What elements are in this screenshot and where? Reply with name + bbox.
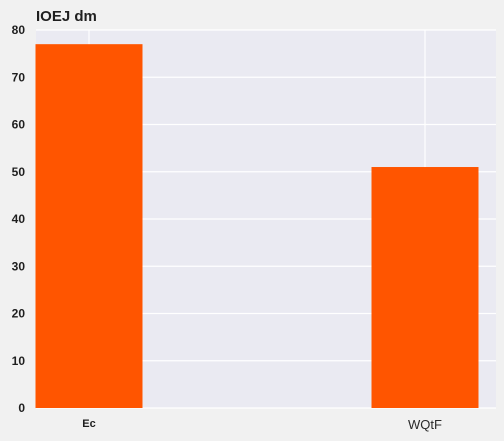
y-tick-label: 70 <box>12 70 26 84</box>
x-tick-label-ec: Ec <box>82 418 95 430</box>
y-tick-label: 40 <box>12 212 26 226</box>
bar-wqtf <box>371 167 479 408</box>
y-tick-label: 30 <box>12 259 26 273</box>
y-tick-label: 80 <box>12 23 26 37</box>
y-tick-label: 0 <box>18 401 25 415</box>
y-tick-label: 10 <box>12 354 26 368</box>
y-tick-label: 20 <box>12 307 26 321</box>
y-tick-label: 60 <box>12 118 26 132</box>
bar-ec <box>35 44 143 409</box>
chart-title: IOEJ dm <box>36 8 97 25</box>
y-tick-label: 50 <box>12 165 26 179</box>
x-tick-label-wqtf: WQtF <box>408 417 442 432</box>
y-axis-ticks: 0 10 20 30 40 50 60 70 80 <box>12 23 26 415</box>
bars <box>35 44 479 409</box>
